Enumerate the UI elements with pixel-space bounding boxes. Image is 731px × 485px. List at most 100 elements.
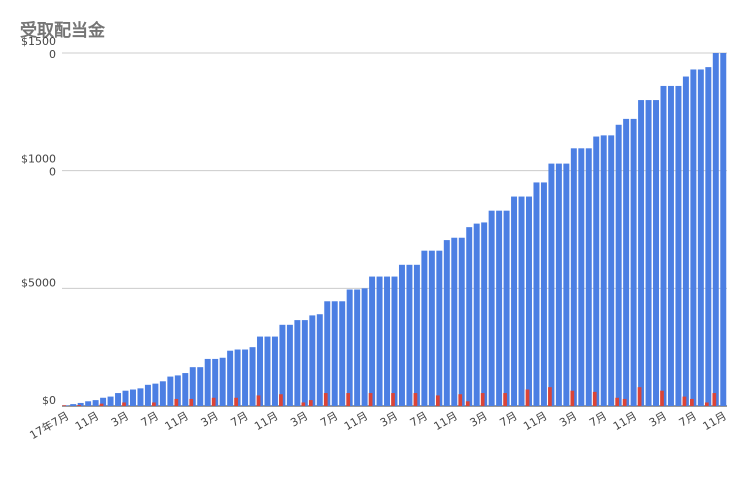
bar (384, 276, 391, 406)
bar (99, 403, 104, 406)
bar (174, 398, 179, 406)
x-tick-label: 11月 (611, 409, 639, 433)
bar (264, 336, 271, 406)
x-tick-label: 3月 (468, 409, 490, 429)
bar (690, 398, 694, 406)
bar (690, 69, 697, 407)
bar (682, 396, 687, 406)
bar (197, 367, 204, 406)
bar (480, 393, 485, 406)
bar (406, 264, 413, 406)
bar (608, 135, 615, 406)
bar (548, 387, 552, 406)
bar (645, 100, 652, 407)
bar (137, 388, 144, 406)
bar (70, 404, 77, 406)
bar (286, 324, 293, 406)
bar (204, 358, 211, 406)
bar (637, 387, 642, 406)
bar (100, 397, 107, 406)
bar (159, 381, 166, 406)
chart-title: 受取配当金 (20, 20, 106, 41)
bar (421, 250, 428, 406)
bar (488, 210, 495, 406)
bar (578, 148, 585, 406)
bar (301, 402, 306, 406)
bar (77, 402, 84, 406)
bar (354, 289, 361, 406)
bar (77, 405, 82, 406)
bar (256, 395, 261, 406)
bar (473, 223, 480, 406)
bar (570, 390, 575, 406)
bar (346, 289, 353, 406)
bar (518, 196, 525, 406)
bar (638, 100, 645, 407)
bar (234, 349, 241, 406)
bar (548, 163, 555, 406)
bar (540, 182, 547, 406)
bar (623, 118, 630, 406)
bar (533, 182, 540, 406)
bar (458, 237, 465, 406)
bar (152, 383, 159, 406)
bar (675, 85, 682, 407)
bar (593, 136, 600, 406)
bar (189, 398, 194, 406)
bar (653, 100, 660, 407)
bar (361, 288, 368, 406)
bar (720, 53, 727, 406)
bar (324, 301, 331, 406)
x-tick-label: 3月 (199, 409, 221, 429)
bar (323, 393, 328, 406)
bar (526, 196, 532, 406)
bar (309, 315, 316, 406)
bar (308, 400, 313, 406)
x-tick-label: 7月 (139, 409, 161, 429)
bar (391, 393, 395, 406)
bar (182, 373, 189, 406)
bar (212, 358, 219, 406)
bar (443, 240, 450, 406)
bar (62, 405, 67, 406)
bar (667, 85, 674, 407)
bar (234, 397, 238, 406)
bar (622, 398, 627, 406)
bar (555, 163, 562, 406)
bar (413, 264, 420, 406)
bar (242, 349, 249, 406)
bar (503, 210, 510, 406)
bar (436, 250, 443, 406)
bar (428, 250, 435, 406)
bar (570, 148, 577, 406)
bar (331, 301, 338, 406)
x-tick-label: 7月 (318, 409, 340, 429)
bar (316, 314, 323, 406)
bar (525, 389, 530, 406)
x-tick-label: 3月 (109, 409, 131, 429)
bar (398, 264, 405, 406)
bar (563, 163, 570, 406)
x-tick-label: 3月 (378, 409, 400, 429)
bar (600, 135, 607, 406)
x-tick-label: 3月 (288, 409, 310, 429)
bar (211, 397, 216, 406)
bar (465, 401, 470, 406)
bar (174, 375, 181, 406)
bar (712, 53, 719, 406)
bar (615, 397, 620, 406)
x-tick-label: 7月 (587, 409, 609, 429)
y-tick-label: $5000 (21, 276, 56, 289)
x-tick-label: 7月 (408, 409, 430, 429)
bar (219, 357, 226, 406)
bar (466, 227, 473, 406)
bar (615, 124, 622, 406)
x-tick-label: 11月 (252, 409, 280, 433)
bar (704, 402, 709, 406)
bar (271, 336, 278, 406)
x-tick-label: 11月 (432, 409, 460, 433)
bar (122, 390, 129, 406)
bar (705, 67, 712, 407)
y-tick-label: $0 (42, 394, 56, 407)
